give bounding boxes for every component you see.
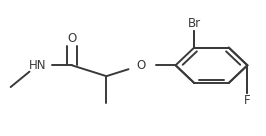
Text: F: F [244, 94, 251, 107]
Text: HN: HN [28, 59, 46, 72]
Text: O: O [67, 32, 76, 45]
Text: Br: Br [188, 17, 201, 30]
Text: O: O [136, 59, 146, 72]
